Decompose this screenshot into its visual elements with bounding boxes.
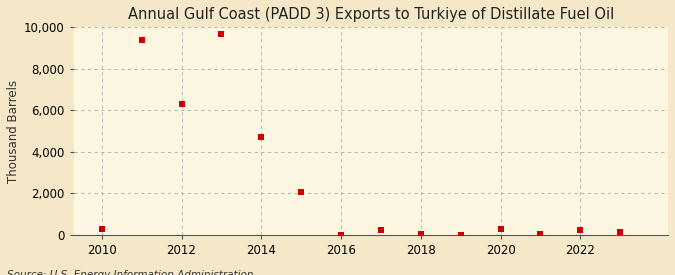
Point <box>296 190 306 195</box>
Point <box>375 228 386 232</box>
Point <box>535 232 546 236</box>
Text: Source: U.S. Energy Information Administration: Source: U.S. Energy Information Administ… <box>7 271 253 275</box>
Point <box>176 102 187 106</box>
Point <box>575 228 586 232</box>
Point <box>335 233 346 237</box>
Point <box>136 38 147 42</box>
Point <box>97 227 107 231</box>
Point <box>256 135 267 140</box>
Y-axis label: Thousand Barrels: Thousand Barrels <box>7 79 20 183</box>
Point <box>456 233 466 237</box>
Point <box>495 227 506 231</box>
Point <box>216 31 227 36</box>
Point <box>415 232 426 236</box>
Title: Annual Gulf Coast (PADD 3) Exports to Turkiye of Distillate Fuel Oil: Annual Gulf Coast (PADD 3) Exports to Tu… <box>128 7 614 22</box>
Point <box>615 230 626 234</box>
